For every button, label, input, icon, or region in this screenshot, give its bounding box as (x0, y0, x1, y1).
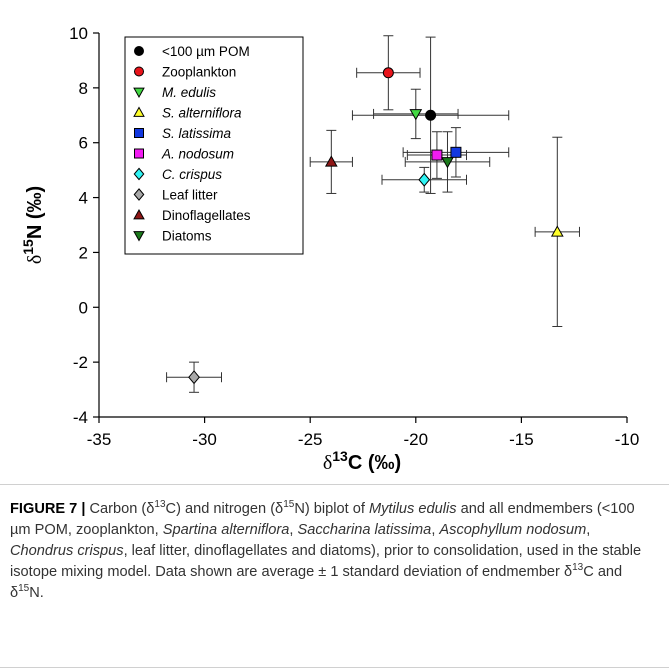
legend-label-diatoms: Diatoms (162, 229, 212, 244)
legend-marker-c-crispus (133, 167, 145, 181)
legend-marker-a-nodosum (134, 148, 144, 159)
y-tick-label: 10 (69, 24, 88, 43)
caption-text: C and δ (10, 564, 623, 601)
legend-label-c-crispus: C. crispus (162, 167, 222, 182)
caption-text: Spartina alterniflora (162, 522, 290, 538)
caption-text: C) and nitrogen (δ (165, 501, 284, 517)
legend-label-100-m-pom: <100 µm POM (162, 44, 250, 59)
y-tick-label: 4 (79, 189, 88, 208)
x-axis-label: δ13C (‰) (323, 448, 401, 474)
y-tick-label: 0 (79, 298, 88, 317)
caption-text: and all endmembers (<100 µm POM, zooplan… (10, 501, 635, 538)
caption-text: N. (29, 585, 44, 601)
figure-number: FIGURE 7 | (10, 501, 86, 517)
data-point-s-latissima (450, 146, 462, 158)
caption-text: 13 (572, 562, 584, 574)
legend-label-s-latissima: S. latissima (162, 126, 232, 141)
caption-text: , (289, 522, 298, 538)
caption-text: , (431, 522, 440, 538)
y-tick-label: 6 (79, 134, 88, 153)
caption-text: , leaf litter, dinoflagellates and diato… (10, 543, 642, 580)
x-tick-label: -25 (298, 430, 323, 449)
legend-label-a-nodosum: A. nodosum (161, 147, 234, 162)
y-tick-label: -4 (73, 408, 88, 427)
x-tick-label: -30 (192, 430, 217, 449)
legend-marker-dinoflagellates (133, 209, 145, 220)
caption-text: Carbon (δ (85, 501, 155, 517)
legend-marker-zooplankton (134, 66, 144, 77)
y-tick-label: 2 (79, 243, 88, 262)
data-point-a-nodosum (431, 149, 443, 161)
legend-marker-s-latissima (134, 128, 144, 138)
legend-marker-100-m-pom (134, 46, 144, 56)
x-tick-label: -35 (87, 430, 112, 449)
data-point-dinoflagellates (324, 155, 338, 167)
y-tick-label: -2 (73, 353, 88, 372)
caption-text: Ascophyllum nodosum (439, 522, 587, 538)
caption-text: 13 (154, 499, 166, 511)
legend-label-zooplankton: Zooplankton (162, 65, 236, 80)
legend-marker-leaf-litter (133, 188, 145, 201)
caption-text: Chondrus crispus (10, 543, 124, 559)
legend-marker-s-alterniflora (133, 106, 145, 117)
caption-text: Mytilus edulis (368, 501, 457, 517)
data-point-s-alterniflora (550, 225, 564, 237)
data-point-m-edulis (409, 109, 423, 121)
legend-box (124, 36, 304, 255)
data-point-zooplankton (382, 67, 394, 79)
data-point-leaf-litter (188, 370, 200, 385)
y-tick-label: 8 (79, 79, 88, 98)
data-point-diatoms (441, 157, 454, 169)
data-point-c-crispus (418, 172, 431, 187)
x-tick-label: -10 (615, 430, 640, 449)
legend-label-dinoflagellates: Dinoflagellates (162, 208, 251, 223)
x-tick-label: -15 (509, 430, 534, 449)
legend: <100 µm POM Zooplankton M. edulis S. altern… (124, 36, 304, 255)
data-markers (188, 67, 564, 385)
legend-label-s-alterniflora: S. alterniflora (162, 106, 242, 121)
caption-text: 15 (18, 583, 30, 595)
caption-text: N) biplot of (294, 501, 369, 517)
caption-text: 15 (283, 499, 295, 511)
y-axis-label: δ15N (‰) (20, 186, 46, 264)
figure-caption: FIGURE 7 | Carbon (δ13C) and nitrogen (δ… (10, 499, 650, 604)
caption-text: Saccharina latissima (297, 522, 432, 538)
legend-marker-diatoms (133, 231, 145, 242)
legend-label-leaf-litter: Leaf litter (162, 188, 218, 203)
legend-marker-m-edulis (133, 87, 145, 98)
caption-text: , (586, 522, 591, 538)
x-tick-label: -20 (404, 430, 429, 449)
data-point-100-m-pom (425, 109, 437, 121)
legend-label-m-edulis: M. edulis (162, 85, 216, 100)
caption-box (0, 484, 669, 668)
